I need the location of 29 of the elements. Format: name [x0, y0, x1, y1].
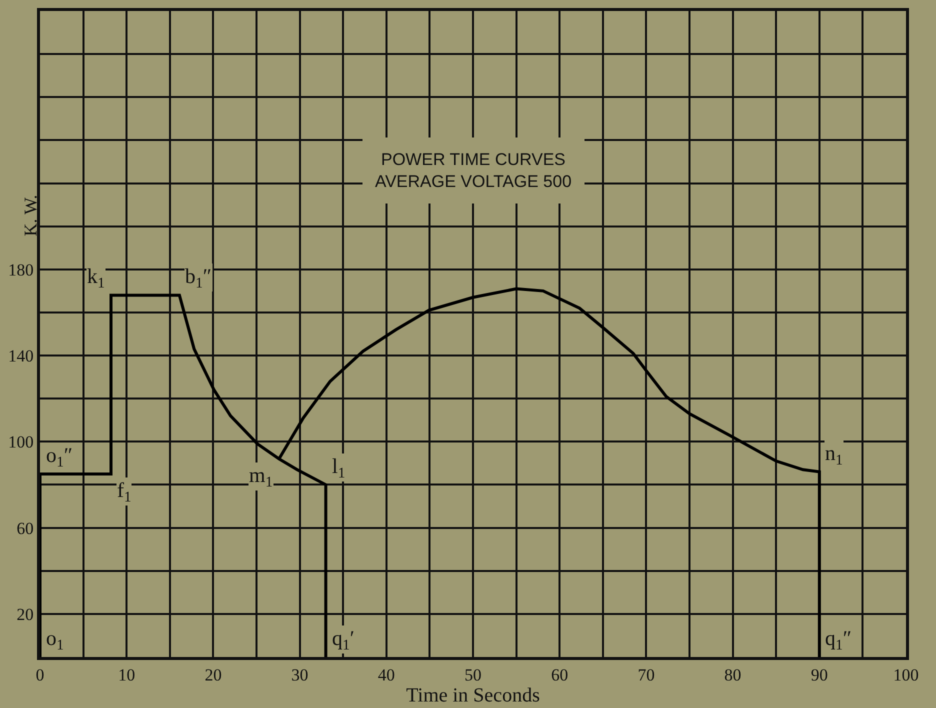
y-tick-label: 140: [8, 346, 34, 366]
annotation: q$_{1}$′: [332, 626, 354, 654]
annotation: q$_{1}$″: [825, 626, 852, 654]
x-tick-label: 100: [893, 665, 919, 684]
y-tick-label: 180: [8, 260, 34, 280]
x-tick-label: 40: [378, 665, 395, 684]
annotation: n$_{1}$: [825, 441, 843, 468]
annotation: b$_{1}$″: [185, 264, 212, 292]
annotation: o$_{1}$″: [46, 443, 73, 470]
x-tick-label: 80: [724, 665, 742, 684]
x-tick-label: 60: [551, 665, 568, 684]
x-tick-label: 10: [118, 665, 136, 684]
y-tick-label: 100: [8, 432, 34, 452]
x-tick-label: 50: [464, 665, 482, 684]
annotation: m$_{1}$: [249, 463, 273, 490]
annotation: k$_{1}$: [87, 264, 105, 292]
x-tick-label: 0: [36, 665, 44, 684]
annotation: l$_{1}$: [332, 454, 346, 482]
annotation: o$_{1}$: [46, 626, 64, 654]
text: POWER TIME CURVES AVERAGE VOLTAGE 500: [375, 150, 572, 192]
x-tick-label: 70: [638, 665, 655, 684]
x-tick-label: 90: [810, 665, 828, 684]
x-axis-title: Time in Seconds: [406, 684, 540, 706]
y-tick-label: 20: [16, 604, 34, 624]
x-tick-label: 20: [204, 665, 222, 684]
y-axis-title: K. W.: [20, 194, 40, 236]
x-tick-label: 30: [291, 665, 308, 684]
y-tick-label: 60: [16, 518, 34, 538]
annotation: f$_{1}$: [117, 478, 132, 506]
